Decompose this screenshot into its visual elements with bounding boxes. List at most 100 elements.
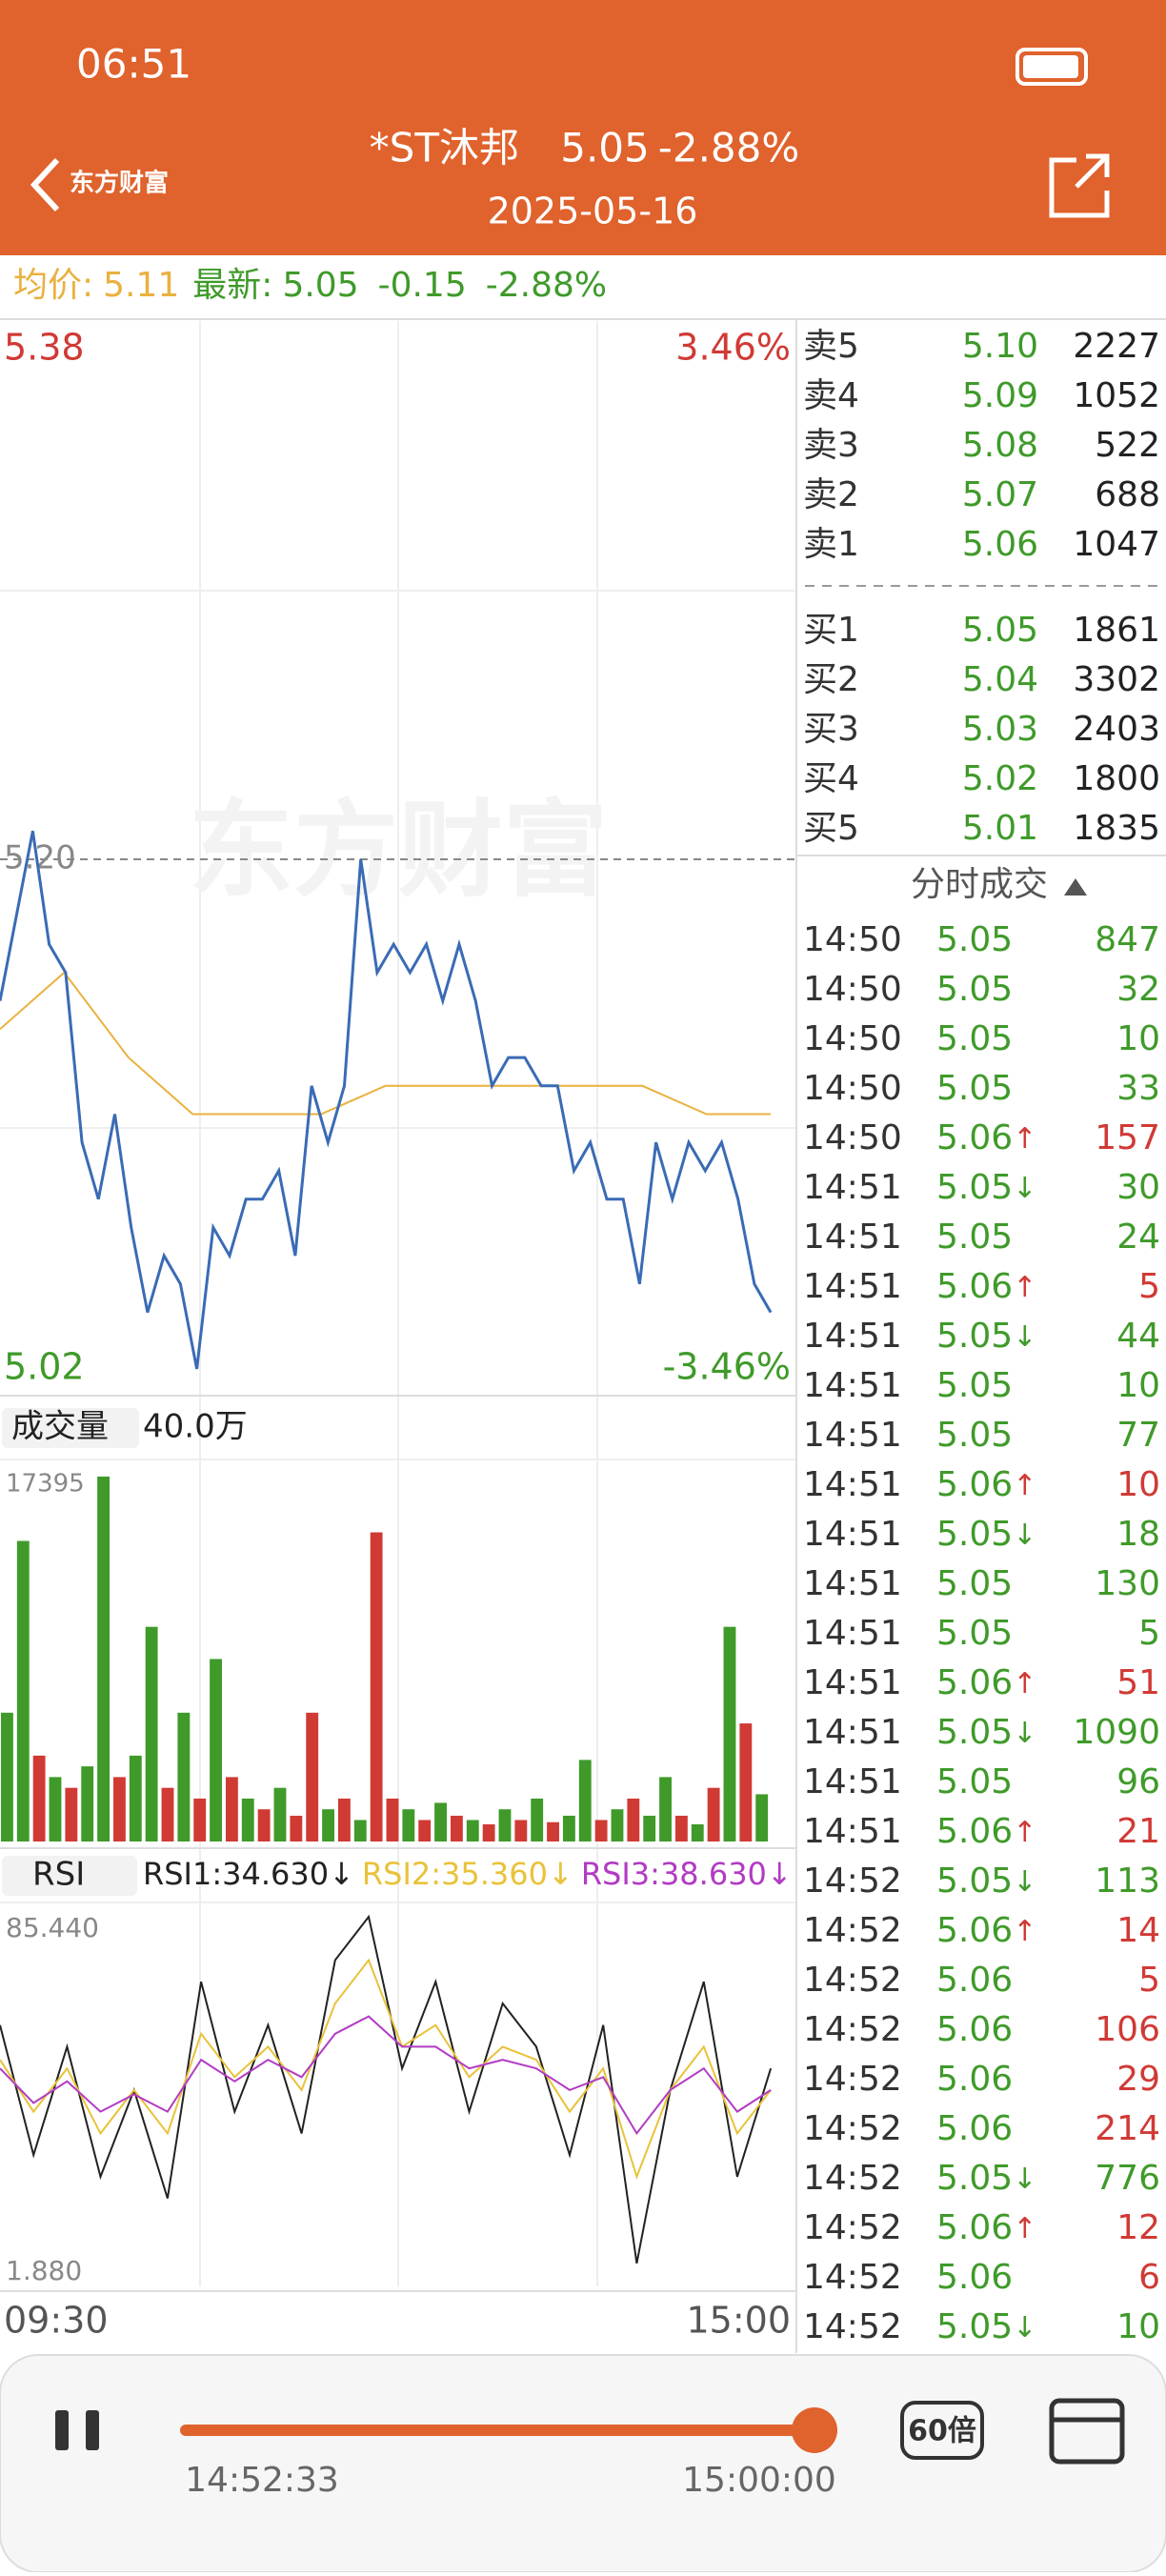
share-button[interactable] <box>1049 153 1110 218</box>
rsi-max: 85.440 <box>6 1912 99 1943</box>
header-bg <box>0 0 1166 255</box>
trade-arrow: ↓ <box>1013 1519 1036 1552</box>
volume-bar <box>611 1809 624 1841</box>
volume-bar <box>723 1626 736 1841</box>
trade-volume: 776 <box>1095 2159 1160 2198</box>
trade-time: 14:51 <box>803 1218 902 1257</box>
back-button[interactable] <box>30 157 60 212</box>
trade-price-value: 5.06 <box>936 1911 1013 1950</box>
book-price: 5.09 <box>962 376 1038 415</box>
trade-price-value: 5.05 <box>936 1515 1013 1554</box>
volume-selector[interactable] <box>2 1408 139 1448</box>
book-label: 买2 <box>803 660 859 699</box>
trade-price: 5.05 <box>936 1366 1013 1405</box>
trade-time: 14:52 <box>803 1862 902 1901</box>
book-volume: 3302 <box>1073 660 1160 699</box>
trade-arrow: ↑ <box>1013 1469 1036 1502</box>
trades-title[interactable]: 分时成交 <box>911 865 1048 904</box>
book-volume: 2227 <box>1073 327 1160 366</box>
trade-volume: 10 <box>1116 1465 1160 1504</box>
trade-volume: 106 <box>1095 2010 1160 2049</box>
rsi-legend-name: RSI3:38.630 <box>581 1856 767 1892</box>
progress-handle[interactable] <box>792 2407 837 2453</box>
logo: 东方财富 <box>70 169 169 198</box>
calendar-button[interactable] <box>1049 2398 1125 2465</box>
speed-button[interactable] <box>900 2401 984 2460</box>
volume-bar <box>210 1659 222 1841</box>
trade-price: 5.05↓ <box>936 1317 1036 1356</box>
book-label: 买5 <box>803 809 859 848</box>
trade-time: 14:50 <box>803 1069 902 1108</box>
volume-label: 成交量 <box>11 1408 109 1446</box>
trade-price: 5.05 <box>936 1416 1013 1455</box>
trade-price: 5.06 <box>936 1961 1013 2000</box>
trade-volume: 847 <box>1095 920 1160 959</box>
trade-time: 14:51 <box>803 1317 902 1356</box>
volume-bar <box>257 1809 271 1841</box>
player-panel <box>0 2354 1166 2573</box>
trade-price-value: 5.06 <box>936 2060 1013 2099</box>
volume-bar <box>290 1815 303 1841</box>
pause-button[interactable] <box>86 2410 99 2450</box>
trade-volume: 21 <box>1116 1812 1160 1851</box>
trade-time: 14:51 <box>803 1663 902 1702</box>
trade-price: 5.06↑ <box>936 1663 1036 1702</box>
trade-arrow: ↑ <box>1013 1667 1036 1701</box>
trade-volume: 51 <box>1116 1663 1160 1702</box>
trade-time: 14:51 <box>803 1416 902 1455</box>
trade-price-value: 5.05 <box>936 1416 1013 1455</box>
battery-level <box>1023 55 1078 78</box>
trade-price: 5.05 <box>936 1218 1013 1257</box>
book-label: 卖2 <box>803 475 859 514</box>
price-line <box>0 831 773 1370</box>
trade-time: 14:50 <box>803 970 902 1009</box>
trade-price-value: 5.05 <box>936 1564 1013 1603</box>
pause-button[interactable] <box>55 2410 69 2450</box>
trade-price-value: 5.05 <box>936 1614 1013 1653</box>
volume-bar <box>418 1820 432 1841</box>
book-volume: 1047 <box>1073 525 1160 564</box>
avg-line <box>0 971 772 1116</box>
volume-bar <box>1 1712 13 1841</box>
book-volume: 522 <box>1095 426 1160 465</box>
book-price: 5.06 <box>962 525 1038 564</box>
volume-bar <box>177 1712 191 1841</box>
stock-price: 5.05 <box>560 125 650 171</box>
trade-price: 5.05↓ <box>936 1168 1036 1207</box>
volume-max: 17395 <box>6 1470 85 1499</box>
pct-max: 3.46% <box>675 327 791 369</box>
trade-arrow: ↑ <box>1013 1915 1036 1948</box>
trade-price: 5.05↓ <box>936 2307 1036 2346</box>
trade-price-value: 5.05 <box>936 920 1013 959</box>
trade-time: 14:50 <box>803 1019 902 1058</box>
volume-bar <box>386 1798 399 1841</box>
volume-bar <box>627 1798 640 1841</box>
trade-arrow: ↓ <box>1013 1865 1036 1899</box>
book-price: 5.10 <box>962 327 1038 366</box>
speed: 60倍 <box>908 2415 976 2448</box>
trade-price-value: 5.05 <box>936 1713 1013 1752</box>
trade-time: 14:52 <box>803 2307 902 2346</box>
trade-price: 5.06 <box>936 2258 1013 2297</box>
trade-time: 14:51 <box>803 1366 902 1405</box>
rsi-legend-name: RSI1:34.630 <box>143 1856 329 1892</box>
volume-bar <box>353 1820 367 1841</box>
trade-volume: 44 <box>1116 1317 1160 1356</box>
trade-price: 5.05 <box>936 920 1013 959</box>
trade-time: 14:51 <box>803 1515 902 1554</box>
rsi-selector[interactable] <box>2 1856 137 1896</box>
rsi-legend-arrow: ↓ <box>767 1856 793 1892</box>
rsi-line <box>0 1914 773 2264</box>
volume-bar <box>643 1815 656 1841</box>
book-price: 5.01 <box>962 809 1038 848</box>
volume-bar <box>562 1815 575 1841</box>
book-volume: 1861 <box>1073 611 1160 650</box>
trade-price-value: 5.05 <box>936 2159 1013 2198</box>
volume-bar <box>594 1820 608 1841</box>
volume-bar <box>241 1798 254 1841</box>
trade-time: 14:51 <box>803 1713 902 1752</box>
trade-price-value: 5.05 <box>936 2307 1013 2346</box>
trade-volume: 10 <box>1116 2307 1160 2346</box>
trade-price-value: 5.05 <box>936 1862 1013 1901</box>
trade-volume: 5 <box>1138 1614 1160 1653</box>
